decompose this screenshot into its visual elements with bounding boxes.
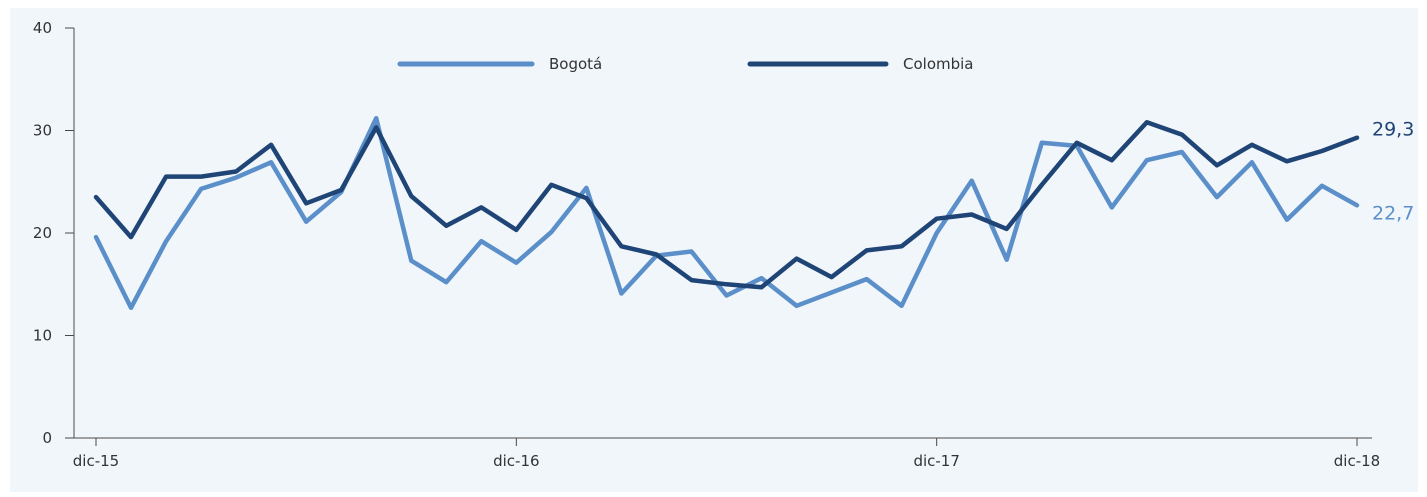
- legend-label: Colombia: [903, 55, 974, 73]
- chart-panel: [10, 8, 1418, 492]
- x-tick-label: dic-18: [1334, 452, 1380, 470]
- axes: 0 10 20 30 40 dic-15 dic-16 dic-17 dic-18: [33, 19, 1380, 470]
- legend-label: Bogotá: [549, 55, 602, 73]
- y-tick-label: 0: [42, 429, 52, 447]
- x-tick-label: dic-17: [913, 452, 959, 470]
- end-value-label: 29,3: [1372, 119, 1414, 141]
- y-tick-label: 10: [33, 327, 52, 345]
- end-labels: 22,7 29,3: [1372, 119, 1414, 225]
- end-value-label: 22,7: [1372, 202, 1414, 224]
- y-tick-label: 20: [33, 224, 52, 242]
- series-lines: [93, 115, 1360, 311]
- y-tick-label: 40: [33, 19, 52, 37]
- series-line-colombia: [93, 120, 1360, 290]
- series-line-bogotá: [93, 115, 1360, 311]
- y-tick-label: 30: [33, 122, 52, 140]
- x-tick-label: dic-16: [493, 452, 539, 470]
- x-tick-label: dic-15: [73, 452, 119, 470]
- legend: Bogotá Colombia: [397, 55, 974, 73]
